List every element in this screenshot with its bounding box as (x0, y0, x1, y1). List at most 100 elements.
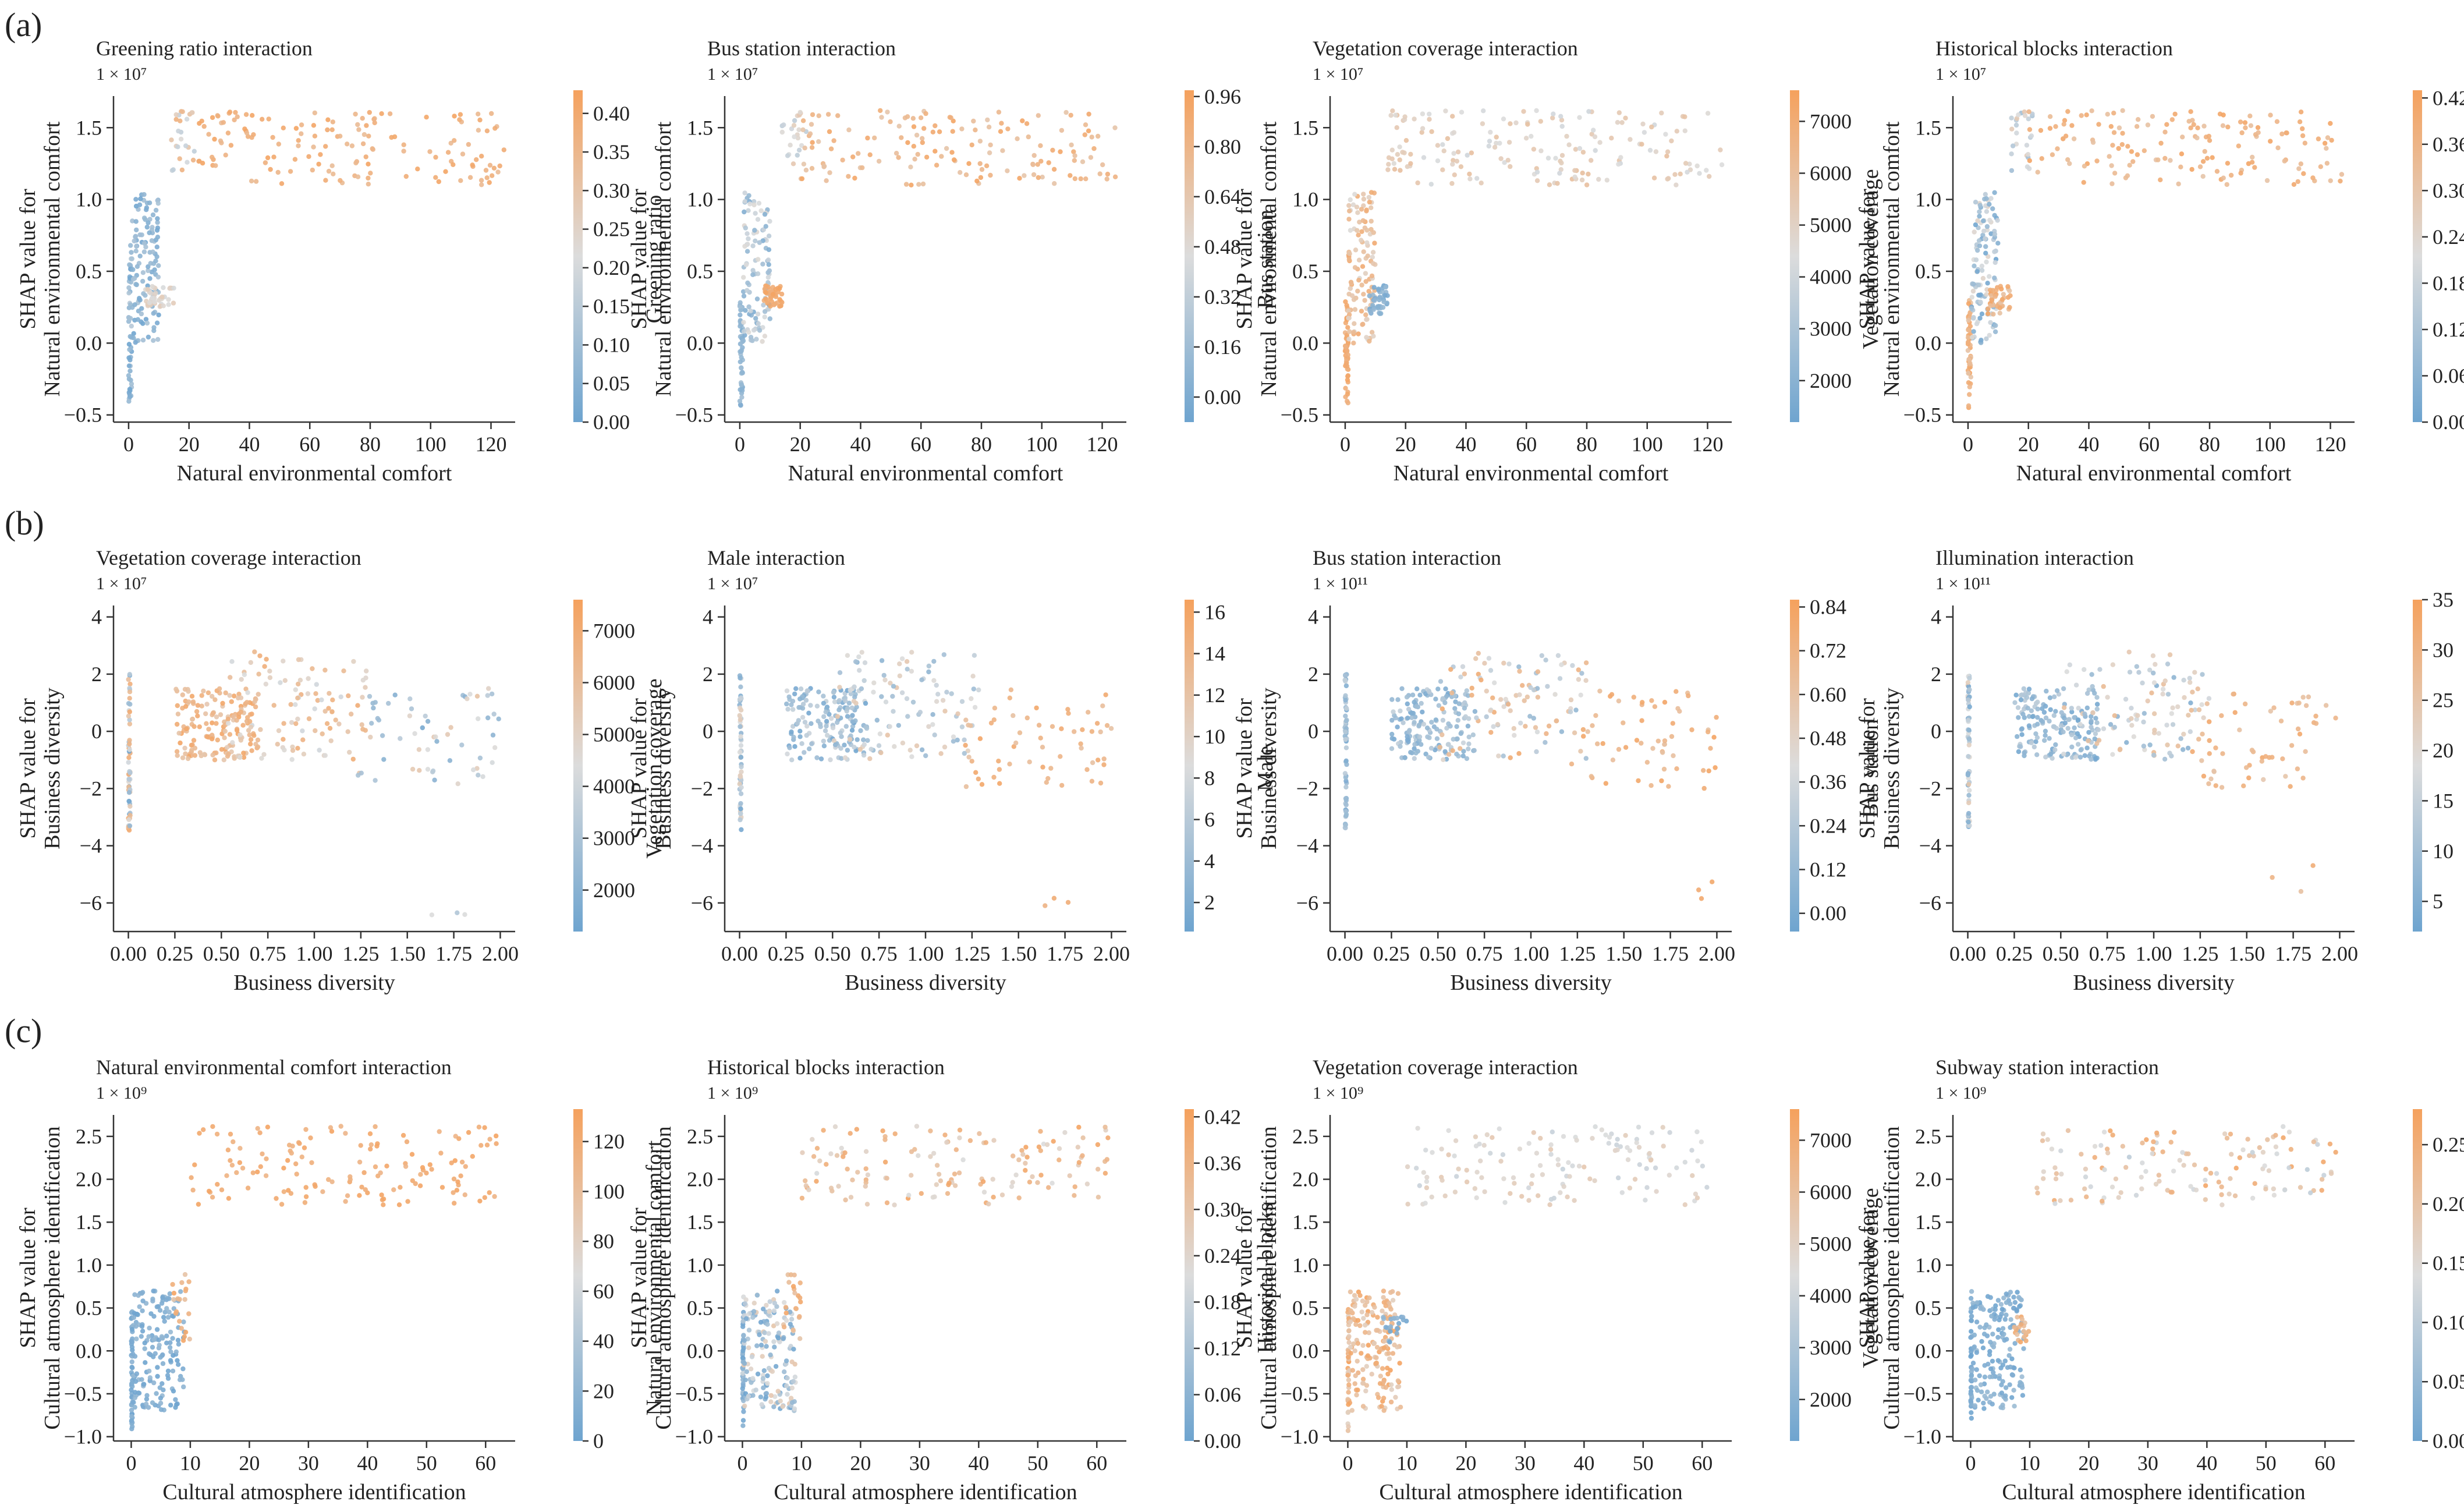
scatter-point (2089, 724, 2094, 730)
scatter-point (1969, 306, 1974, 311)
scatter-point (190, 1187, 196, 1193)
scatter-point (763, 1339, 768, 1344)
scatter-point (843, 1197, 848, 1203)
scatter-point (1559, 118, 1565, 123)
scatter-point (306, 676, 311, 681)
scatter-point (796, 147, 802, 153)
scatter-point (1041, 1141, 1047, 1147)
scatter-point (2094, 706, 2100, 712)
scatter-point (763, 1394, 769, 1400)
scatter-point (1343, 802, 1349, 808)
scatter-point (129, 1414, 134, 1419)
scatter-point (2298, 109, 2304, 115)
scatter-point (767, 1299, 772, 1304)
scatter-point (363, 154, 368, 160)
scatter-point (950, 129, 955, 134)
scatter-point (2105, 112, 2110, 117)
scatter-point (1427, 116, 1432, 122)
scatter-point (177, 1319, 182, 1324)
scatter-point (1038, 735, 1043, 741)
scatter-point (1634, 1140, 1639, 1145)
scatter-point (1349, 1408, 1355, 1413)
scatter-point (743, 1297, 749, 1302)
scatter-point (744, 249, 750, 254)
colorbar (573, 600, 583, 932)
scatter-point (447, 758, 453, 763)
scatter-point (1030, 162, 1036, 167)
scatter-point (279, 1202, 285, 1207)
scatter-point (1399, 686, 1405, 692)
scatter-point (1564, 133, 1569, 139)
scatter-point (1534, 749, 1539, 755)
scatter-point (937, 129, 942, 134)
panel-title: Greening ratio interaction (96, 37, 313, 60)
scatter-point (173, 1405, 178, 1410)
scatter-point (175, 703, 180, 709)
scatter-point (800, 1150, 805, 1156)
scatter-point (1973, 200, 1979, 205)
scatter-point (1534, 730, 1540, 735)
scatter-point (325, 117, 331, 122)
scatter-point (1369, 1310, 1375, 1315)
x-tick-label: 0.25 (1373, 942, 1410, 965)
x-tick-label: 40 (2078, 433, 2099, 456)
y-tick-label: 1.0 (687, 1253, 713, 1277)
scatter-point (126, 291, 132, 296)
scatter-point (128, 377, 133, 383)
scatter-point (156, 298, 162, 303)
scatter-point (229, 1163, 235, 1168)
scatter-point (2252, 165, 2257, 170)
scatter-point (392, 134, 398, 140)
scatter-point (1464, 1179, 1470, 1185)
scatter-point (2016, 749, 2022, 755)
scatter-point (2181, 678, 2186, 683)
scatter-point (1399, 716, 1404, 721)
scatter-point (1543, 657, 1548, 663)
scatter-point (1604, 178, 1609, 183)
scatter-point (178, 118, 183, 123)
scatter-point (310, 167, 315, 173)
x-tick-label: 100 (1632, 433, 1663, 456)
y-tick-label: 2.0 (687, 1168, 713, 1191)
scatter-point (2280, 756, 2285, 762)
scatter-point (2105, 695, 2110, 700)
scatter-point (871, 689, 876, 695)
scatter-point (1078, 741, 1083, 746)
scatter-point (361, 132, 367, 137)
scatter-point (1095, 757, 1101, 763)
scatter-point (158, 1355, 163, 1360)
scatter-point (1395, 1326, 1400, 1331)
scatter-point (2213, 745, 2218, 750)
scatter-point (1450, 161, 1455, 167)
x-tick-label: 20 (1395, 433, 1416, 456)
scatter-point (1346, 1378, 1352, 1383)
scatter-point (2019, 1374, 2025, 1379)
scatter-point (746, 236, 751, 242)
scatter-point (1348, 279, 1354, 285)
scatter-point (1643, 1198, 1648, 1203)
scatter-point (210, 1124, 215, 1129)
scatter-point (2047, 114, 2053, 119)
scatter-point (2153, 661, 2158, 667)
scatter-point (1581, 734, 1586, 739)
scatter-point (739, 382, 744, 388)
scatter-point (2196, 707, 2202, 713)
scatter-point (154, 1391, 159, 1396)
scatter-point (823, 709, 828, 715)
scatter-point (832, 1124, 838, 1129)
scatter-point (843, 698, 848, 704)
scatter-point (777, 286, 782, 291)
scatter-point (167, 1291, 172, 1297)
scatter-point (892, 1131, 898, 1136)
scatter-point (782, 1369, 787, 1375)
scatter-point (2237, 727, 2242, 732)
scatter-point (845, 1166, 850, 1172)
scatter-point (1100, 703, 1105, 709)
scatter-point (2126, 649, 2132, 655)
scatter-point (797, 1295, 803, 1301)
scatter-point (837, 670, 843, 675)
scatter-point (2200, 173, 2206, 179)
scatter-point (2090, 684, 2095, 689)
scatter-point (1580, 727, 1586, 732)
